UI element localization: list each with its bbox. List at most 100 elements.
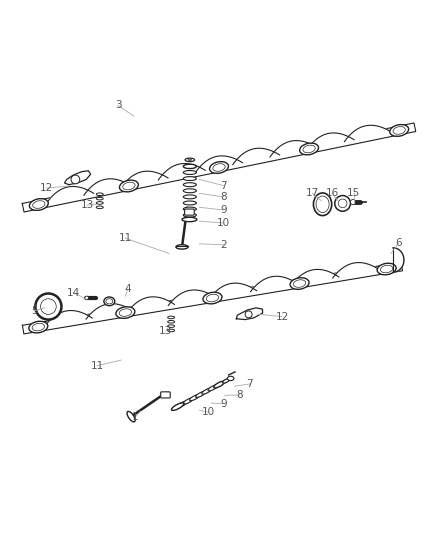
Ellipse shape <box>303 145 315 153</box>
Text: 7: 7 <box>220 181 226 191</box>
Text: 12: 12 <box>276 312 289 321</box>
Ellipse shape <box>184 207 196 211</box>
Ellipse shape <box>290 278 309 289</box>
Text: 17: 17 <box>306 188 319 198</box>
Ellipse shape <box>96 201 103 204</box>
Ellipse shape <box>29 321 48 333</box>
Ellipse shape <box>203 292 222 304</box>
Ellipse shape <box>119 309 131 317</box>
Polygon shape <box>22 262 403 334</box>
Ellipse shape <box>168 325 175 327</box>
Ellipse shape <box>184 201 196 205</box>
Ellipse shape <box>29 199 48 211</box>
Ellipse shape <box>96 206 103 208</box>
Ellipse shape <box>393 127 405 134</box>
Ellipse shape <box>202 388 212 394</box>
Circle shape <box>41 298 56 314</box>
Ellipse shape <box>227 376 234 381</box>
Ellipse shape <box>196 391 206 398</box>
Polygon shape <box>307 133 354 149</box>
Ellipse shape <box>377 263 396 275</box>
Polygon shape <box>86 304 133 319</box>
Ellipse shape <box>223 378 230 383</box>
Ellipse shape <box>206 294 219 302</box>
Ellipse shape <box>184 171 196 174</box>
Text: 13: 13 <box>81 200 94 210</box>
Text: 9: 9 <box>220 205 226 215</box>
Polygon shape <box>209 283 257 298</box>
Text: 8: 8 <box>220 192 226 202</box>
Ellipse shape <box>209 161 229 173</box>
Polygon shape <box>195 156 243 172</box>
Ellipse shape <box>104 297 115 305</box>
Ellipse shape <box>314 193 332 215</box>
Polygon shape <box>121 171 168 188</box>
FancyBboxPatch shape <box>161 392 170 398</box>
Polygon shape <box>84 179 131 195</box>
Circle shape <box>335 196 350 211</box>
Text: 5: 5 <box>31 306 37 316</box>
Ellipse shape <box>184 213 196 217</box>
Ellipse shape <box>213 164 225 171</box>
Polygon shape <box>168 290 215 305</box>
Ellipse shape <box>177 401 187 407</box>
Ellipse shape <box>123 182 135 190</box>
Ellipse shape <box>390 125 409 136</box>
Text: 16: 16 <box>325 188 339 198</box>
Ellipse shape <box>116 307 135 318</box>
Polygon shape <box>45 311 92 326</box>
Ellipse shape <box>127 411 135 422</box>
Circle shape <box>338 199 347 208</box>
Text: 9: 9 <box>220 399 226 409</box>
Polygon shape <box>127 297 174 312</box>
Ellipse shape <box>381 265 393 273</box>
Ellipse shape <box>106 298 113 304</box>
Ellipse shape <box>184 195 196 199</box>
Ellipse shape <box>185 158 194 161</box>
Text: 10: 10 <box>202 407 215 417</box>
Polygon shape <box>159 164 205 180</box>
Ellipse shape <box>208 385 218 391</box>
Circle shape <box>35 294 61 320</box>
Ellipse shape <box>184 183 196 187</box>
Text: 1: 1 <box>132 411 139 422</box>
Text: 4: 4 <box>124 284 131 294</box>
Ellipse shape <box>188 159 191 160</box>
Circle shape <box>71 175 80 184</box>
Text: 13: 13 <box>159 326 173 336</box>
Text: 6: 6 <box>395 238 402 248</box>
Ellipse shape <box>184 164 196 168</box>
Text: 15: 15 <box>347 188 360 198</box>
Text: 8: 8 <box>237 390 243 400</box>
Ellipse shape <box>168 329 175 332</box>
Ellipse shape <box>184 189 196 193</box>
Text: 10: 10 <box>217 218 230 228</box>
Polygon shape <box>22 123 416 212</box>
Ellipse shape <box>184 176 196 181</box>
Polygon shape <box>333 263 380 278</box>
Ellipse shape <box>182 217 197 222</box>
Text: 12: 12 <box>39 183 53 193</box>
Ellipse shape <box>96 197 103 200</box>
Ellipse shape <box>316 196 329 213</box>
Text: 14: 14 <box>67 288 80 297</box>
Ellipse shape <box>300 143 318 155</box>
Ellipse shape <box>32 324 45 331</box>
Polygon shape <box>393 248 404 272</box>
Circle shape <box>85 296 88 300</box>
Polygon shape <box>344 125 391 142</box>
Ellipse shape <box>168 320 175 323</box>
Polygon shape <box>270 141 317 157</box>
Polygon shape <box>233 148 279 165</box>
FancyBboxPatch shape <box>185 209 194 215</box>
Text: 11: 11 <box>119 233 132 243</box>
Text: 2: 2 <box>220 240 226 250</box>
Ellipse shape <box>168 316 175 319</box>
Ellipse shape <box>176 245 188 249</box>
Polygon shape <box>292 269 339 285</box>
Polygon shape <box>47 187 94 203</box>
Text: 11: 11 <box>91 361 104 371</box>
Ellipse shape <box>96 193 103 196</box>
Ellipse shape <box>190 394 200 401</box>
Polygon shape <box>64 171 91 184</box>
